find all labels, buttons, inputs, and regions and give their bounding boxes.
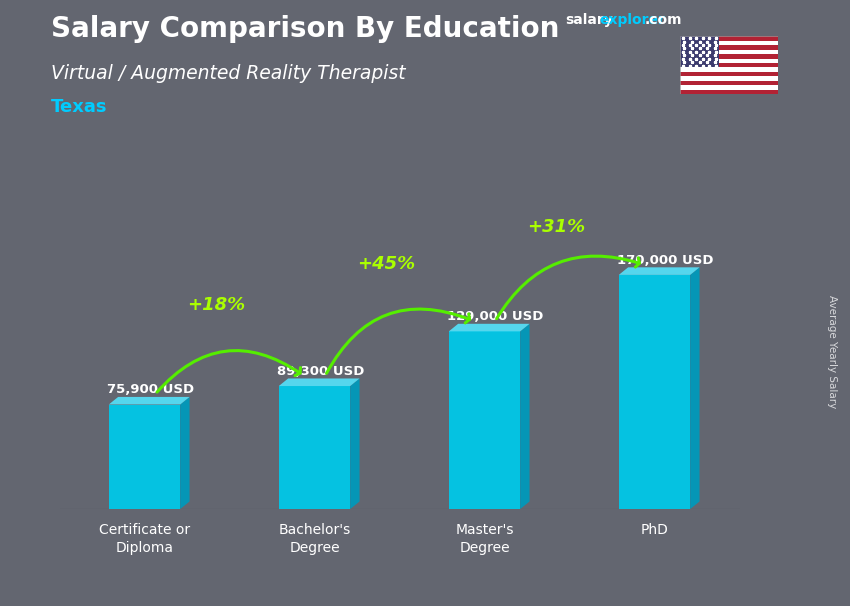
Bar — [680, 90, 778, 94]
Polygon shape — [619, 267, 700, 275]
Bar — [680, 67, 778, 72]
Text: +45%: +45% — [357, 255, 415, 273]
Bar — [680, 36, 719, 67]
Polygon shape — [449, 324, 530, 331]
Bar — [680, 81, 778, 85]
Text: explorer: explorer — [599, 13, 665, 27]
Bar — [680, 63, 778, 67]
Text: +31%: +31% — [527, 218, 585, 236]
Bar — [680, 36, 778, 41]
Text: 75,900 USD: 75,900 USD — [107, 383, 194, 396]
Bar — [680, 76, 778, 81]
Bar — [680, 85, 778, 90]
Bar — [680, 59, 778, 63]
Polygon shape — [279, 379, 360, 386]
Text: Average Yearly Salary: Average Yearly Salary — [827, 295, 837, 408]
Bar — [680, 72, 778, 76]
Polygon shape — [109, 397, 190, 405]
Bar — [109, 405, 180, 509]
Bar — [680, 50, 778, 54]
Bar — [449, 331, 520, 509]
Polygon shape — [180, 397, 190, 509]
Text: +18%: +18% — [187, 296, 245, 314]
Text: salary: salary — [565, 13, 613, 27]
Bar — [680, 54, 778, 59]
Text: 129,000 USD: 129,000 USD — [447, 310, 543, 323]
Text: Texas: Texas — [51, 98, 107, 116]
Text: Virtual / Augmented Reality Therapist: Virtual / Augmented Reality Therapist — [51, 64, 405, 82]
Text: 170,000 USD: 170,000 USD — [617, 254, 714, 267]
Text: .com: .com — [644, 13, 682, 27]
Bar — [680, 45, 778, 50]
Text: Salary Comparison By Education: Salary Comparison By Education — [51, 15, 559, 43]
Polygon shape — [520, 324, 530, 509]
Bar — [680, 41, 778, 45]
Text: 89,300 USD: 89,300 USD — [277, 365, 365, 378]
Bar — [619, 275, 690, 509]
Polygon shape — [350, 379, 360, 509]
Bar — [279, 386, 350, 509]
Polygon shape — [690, 267, 700, 509]
